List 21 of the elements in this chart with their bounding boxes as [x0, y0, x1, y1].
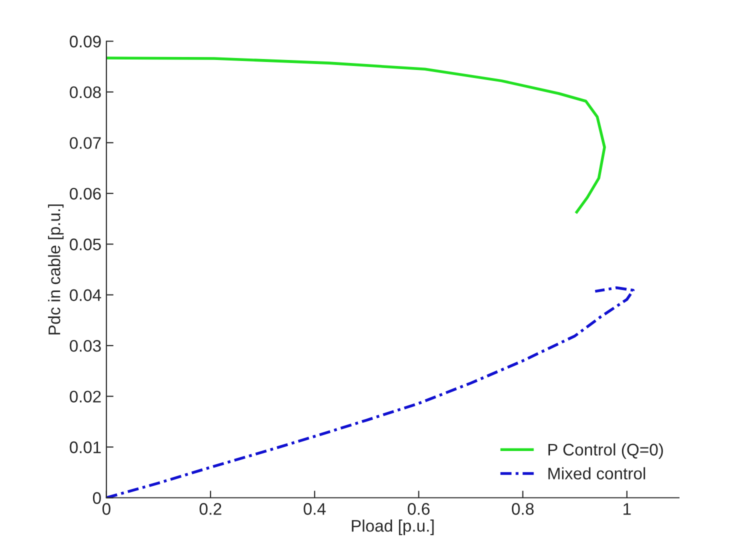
y-tick-label: 0.09 — [70, 36, 101, 48]
x-tick-label: 0 — [102, 503, 110, 515]
legend-label: P Control (Q=0) — [548, 443, 663, 459]
line-series — [106, 56, 606, 215]
legend-label: Mixed control — [548, 467, 646, 480]
x-tick-label: 0.8 — [512, 503, 534, 515]
y-tick-label: 0.08 — [70, 86, 101, 98]
y-tick-label: 0.05 — [70, 238, 101, 250]
x-tick-label: 0.2 — [200, 503, 222, 515]
y-tick-label: 0.07 — [70, 137, 101, 149]
y-tick-label: 0.03 — [70, 340, 101, 352]
y-tick-label: 0.04 — [70, 289, 102, 302]
x-axis-title: Pload [p.u.] — [352, 520, 434, 536]
y-tick-label: 0.02 — [70, 390, 101, 403]
y-tick-label: 0.01 — [70, 441, 101, 454]
x-tick-label: 0.4 — [304, 503, 326, 515]
y-axis-title: Pdc in cable [p.u.] — [48, 204, 64, 334]
x-tick-label: 1 — [624, 503, 631, 515]
x-tick-label: 0.6 — [408, 503, 430, 515]
y-tick-label: 0 — [92, 492, 101, 504]
y-tick-label: 0.06 — [70, 188, 101, 200]
